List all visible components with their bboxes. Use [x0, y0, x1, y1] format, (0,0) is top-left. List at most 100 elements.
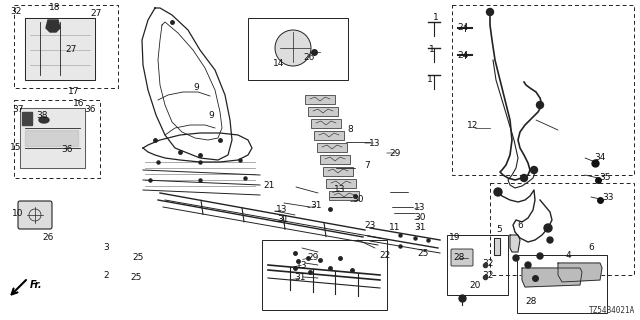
Text: 30: 30: [352, 196, 364, 204]
Polygon shape: [558, 263, 602, 282]
Text: Fr.: Fr.: [30, 280, 43, 290]
Text: 13: 13: [296, 260, 308, 269]
Circle shape: [544, 224, 552, 232]
Bar: [305, 95, 335, 104]
Text: 6: 6: [588, 244, 594, 252]
Text: 26: 26: [303, 53, 315, 62]
Polygon shape: [25, 18, 95, 80]
Text: 7: 7: [364, 161, 370, 170]
Text: 35: 35: [599, 173, 611, 182]
Circle shape: [275, 30, 311, 66]
Circle shape: [494, 188, 502, 196]
Text: 24: 24: [458, 51, 468, 60]
Ellipse shape: [39, 117, 49, 123]
Bar: [14, 100, 100, 178]
Circle shape: [537, 253, 543, 259]
Text: 9: 9: [193, 84, 199, 92]
Circle shape: [520, 174, 527, 181]
Circle shape: [513, 255, 519, 261]
Text: 36: 36: [84, 106, 96, 115]
Bar: [490, 183, 634, 275]
Bar: [326, 179, 356, 188]
Bar: [262, 240, 387, 310]
Text: 2: 2: [103, 270, 109, 279]
FancyBboxPatch shape: [18, 201, 52, 229]
Text: 29: 29: [307, 252, 319, 261]
Polygon shape: [522, 268, 582, 287]
Text: 11: 11: [389, 223, 401, 233]
FancyBboxPatch shape: [451, 249, 473, 266]
Text: 13: 13: [276, 205, 288, 214]
Text: TZ54B4021A: TZ54B4021A: [589, 306, 635, 315]
Text: 17: 17: [68, 86, 80, 95]
Text: 33: 33: [602, 194, 614, 203]
Circle shape: [486, 9, 493, 15]
Bar: [323, 167, 353, 176]
Circle shape: [536, 101, 543, 108]
Polygon shape: [510, 235, 520, 252]
Text: 1: 1: [429, 45, 435, 54]
Bar: [248, 18, 348, 80]
Text: 32: 32: [10, 7, 22, 17]
Text: 1: 1: [433, 13, 439, 22]
Text: 20: 20: [469, 281, 481, 290]
Text: 19: 19: [449, 233, 461, 242]
Bar: [314, 131, 344, 140]
Text: 38: 38: [36, 111, 48, 121]
Text: 31: 31: [277, 215, 289, 225]
Bar: [452, 5, 634, 175]
Bar: [317, 143, 347, 152]
Text: 5: 5: [496, 226, 502, 235]
Text: 13: 13: [369, 139, 381, 148]
Text: 22: 22: [380, 251, 390, 260]
Bar: [320, 155, 350, 164]
Circle shape: [525, 262, 531, 268]
Text: 32: 32: [483, 259, 493, 268]
Text: 9: 9: [208, 110, 214, 119]
Text: 15: 15: [10, 142, 22, 151]
Text: 30: 30: [414, 213, 426, 222]
Circle shape: [547, 237, 553, 243]
Polygon shape: [20, 108, 85, 168]
Text: 31: 31: [294, 273, 306, 282]
Bar: [308, 107, 338, 116]
Text: 29: 29: [389, 148, 401, 157]
Text: 26: 26: [42, 233, 54, 242]
Circle shape: [531, 166, 538, 173]
Text: 18: 18: [49, 4, 61, 12]
Text: 1: 1: [427, 76, 433, 84]
Text: 27: 27: [90, 10, 102, 19]
Text: 25: 25: [131, 274, 141, 283]
Text: 12: 12: [467, 121, 479, 130]
Text: 14: 14: [273, 59, 285, 68]
Bar: [311, 119, 341, 128]
Text: 27: 27: [65, 45, 77, 54]
Polygon shape: [25, 130, 78, 146]
Text: 28: 28: [525, 298, 537, 307]
Bar: [14, 5, 118, 88]
Bar: [447, 235, 508, 295]
Text: 31: 31: [310, 202, 322, 211]
Text: 32: 32: [483, 270, 493, 279]
Polygon shape: [46, 20, 60, 32]
Text: 13: 13: [334, 186, 346, 195]
Text: 37: 37: [12, 106, 24, 115]
Text: 24: 24: [458, 23, 468, 33]
Text: 25: 25: [132, 253, 144, 262]
Text: 31: 31: [414, 223, 426, 233]
Text: 36: 36: [61, 146, 73, 155]
Text: 6: 6: [517, 221, 523, 230]
Text: 4: 4: [565, 251, 571, 260]
Text: 16: 16: [73, 99, 84, 108]
Text: 28: 28: [453, 253, 465, 262]
Text: 21: 21: [263, 180, 275, 189]
Polygon shape: [494, 238, 500, 255]
Text: 34: 34: [595, 154, 605, 163]
Text: 23: 23: [364, 220, 376, 229]
Text: 8: 8: [347, 125, 353, 134]
Text: 10: 10: [12, 209, 24, 218]
Text: 3: 3: [103, 244, 109, 252]
Polygon shape: [22, 112, 32, 125]
Text: 25: 25: [417, 249, 429, 258]
Bar: [329, 191, 359, 200]
